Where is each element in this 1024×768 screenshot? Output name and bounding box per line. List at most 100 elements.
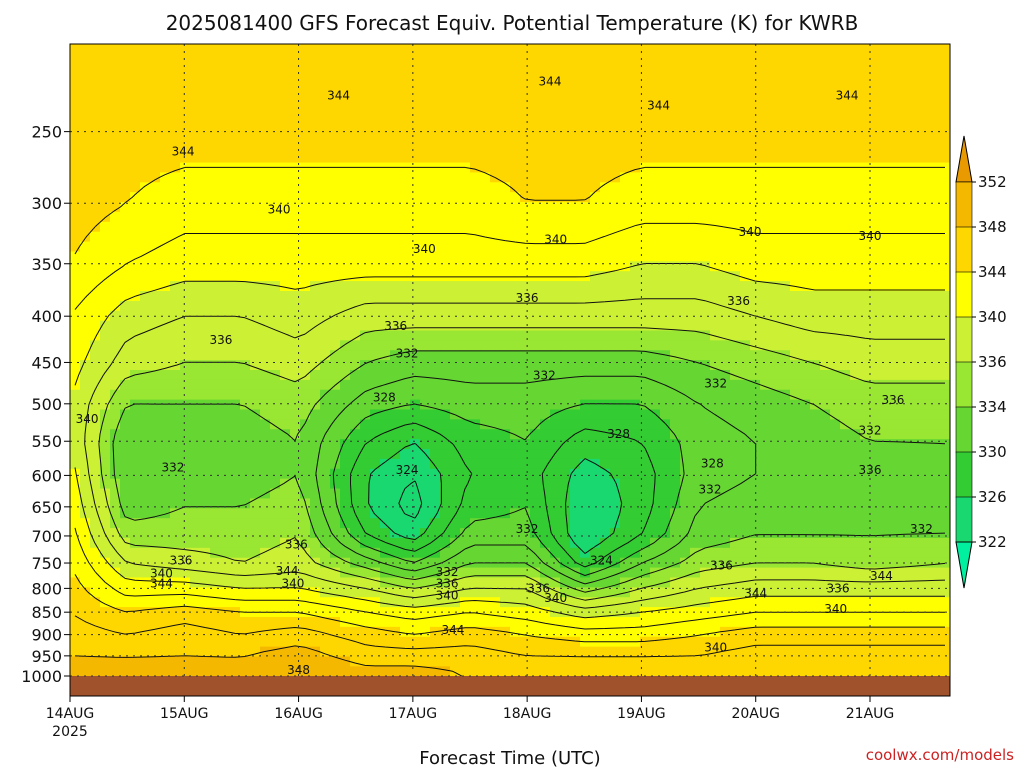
heat-cell: [730, 132, 741, 144]
heat-cell: [190, 73, 201, 85]
heat-cell: [260, 113, 271, 124]
heat-cell: [320, 379, 331, 391]
heat-cell: [850, 63, 861, 75]
heat-cell: [490, 53, 501, 65]
heat-cell: [880, 221, 891, 233]
heat-cell: [820, 123, 831, 134]
heat-cell: [240, 261, 251, 272]
heat-cell: [190, 202, 201, 213]
heat-cell: [620, 310, 631, 322]
heat-cell: [760, 123, 771, 134]
heat-cell: [150, 251, 161, 262]
heat-cell: [570, 192, 581, 203]
heat-cell: [550, 399, 561, 411]
heat-cell: [740, 389, 751, 401]
heat-cell: [210, 419, 221, 430]
heat-cell: [230, 231, 241, 243]
heat-cell: [870, 281, 881, 292]
heat-cell: [500, 458, 511, 470]
heat-cell: [940, 498, 950, 509]
heat-cell: [590, 577, 601, 588]
heat-cell: [530, 409, 541, 420]
heat-cell: [460, 182, 471, 193]
heat-cell: [910, 389, 921, 401]
heat-cell: [260, 439, 271, 450]
heat-cell: [160, 44, 171, 55]
heat-cell: [880, 53, 891, 65]
heat-cell: [730, 73, 741, 85]
heat-cell: [670, 142, 681, 154]
heat-cell: [70, 458, 81, 470]
heat-cell: [330, 202, 341, 213]
heat-cell: [560, 577, 571, 588]
heat-cell: [760, 419, 771, 430]
heat-cell: [110, 478, 121, 490]
heat-cell: [140, 251, 151, 262]
heat-cell: [670, 547, 681, 559]
heat-cell: [310, 488, 321, 500]
heat-cell: [300, 83, 311, 94]
heat-cell: [170, 330, 181, 341]
heat-cell: [140, 83, 151, 94]
heat-cell: [760, 73, 771, 85]
heat-cell: [780, 518, 791, 529]
heat-cell: [910, 132, 921, 144]
heat-cell: [930, 53, 941, 65]
heat-cell: [790, 379, 801, 391]
heat-cell: [610, 528, 621, 539]
heat-cell: [500, 83, 511, 94]
heat-cell: [790, 478, 801, 490]
heat-cell: [880, 468, 891, 480]
heat-cell: [290, 537, 301, 549]
heat-cell: [370, 458, 381, 470]
heat-cell: [550, 528, 561, 539]
heat-cell: [710, 192, 721, 203]
heat-cell: [650, 221, 661, 233]
heat-cell: [620, 449, 631, 460]
heat-cell: [380, 221, 391, 233]
heat-cell: [160, 508, 171, 519]
heat-cell: [210, 409, 221, 420]
heat-cell: [220, 379, 231, 391]
heat-cell: [200, 320, 211, 332]
heat-cell: [730, 63, 741, 75]
heat-cell: [760, 113, 771, 124]
heat-cell: [430, 73, 441, 85]
heat-cell: [210, 429, 221, 440]
heat-cell: [210, 300, 221, 312]
heat-cell: [190, 439, 201, 450]
heat-cell: [770, 389, 781, 401]
heat-cell: [830, 340, 841, 351]
heat-cell: [690, 281, 701, 292]
heat-cell: [650, 399, 661, 411]
heat-cell: [370, 508, 381, 519]
heat-cell: [370, 172, 381, 183]
heat-cell: [440, 528, 451, 539]
heat-cell: [330, 449, 341, 460]
heat-cell: [300, 449, 311, 460]
heat-cell: [120, 202, 131, 213]
heat-cell: [850, 182, 861, 193]
heat-cell: [780, 261, 791, 272]
heat-cell: [630, 53, 641, 65]
heat-cell: [620, 231, 631, 243]
heat-cell: [430, 488, 441, 500]
heat-cell: [260, 330, 271, 341]
heat-cell: [560, 132, 571, 144]
heat-cell: [670, 44, 681, 55]
heat-cell: [640, 518, 651, 529]
heat-cell: [630, 44, 641, 55]
heat-cell: [580, 162, 591, 174]
heat-cell: [760, 221, 771, 233]
heat-cell: [360, 300, 371, 312]
heat-cell: [870, 429, 881, 440]
heat-cell: [710, 508, 721, 519]
heat-cell: [390, 83, 401, 94]
heat-cell: [360, 379, 371, 391]
heat-cell: [720, 567, 731, 579]
heat-cell: [820, 300, 831, 312]
heat-cell: [210, 528, 221, 539]
heat-cell: [370, 44, 381, 55]
heat-cell: [890, 449, 901, 460]
heat-cell: [270, 261, 281, 272]
